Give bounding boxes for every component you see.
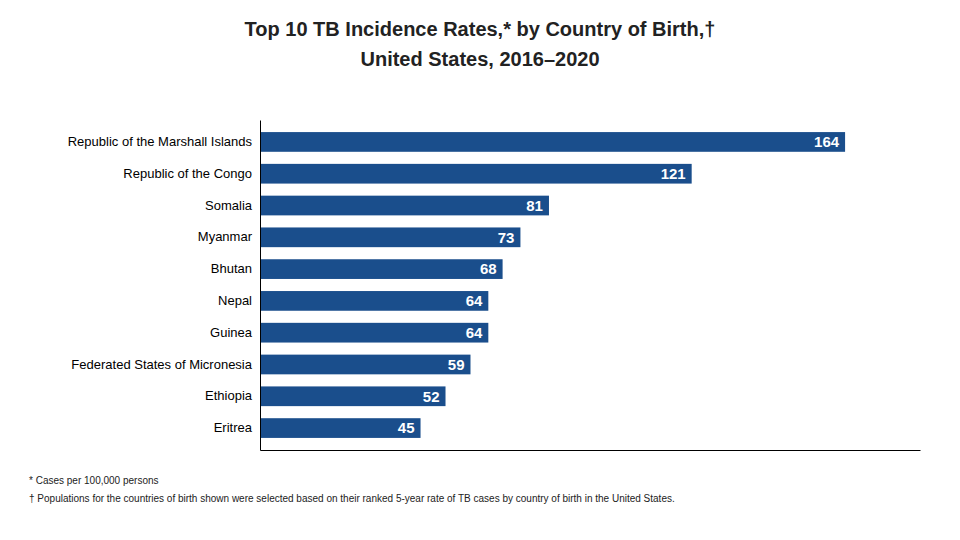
data-label: 68	[480, 260, 497, 277]
y-tick-label: Ethiopia	[205, 388, 253, 403]
y-tick-label: Eritrea	[214, 420, 253, 435]
y-axis-line	[260, 121, 261, 451]
data-label: 52	[423, 388, 440, 405]
data-label: 64	[466, 292, 483, 309]
y-tick: Bhutan	[211, 261, 260, 276]
bar	[260, 196, 549, 216]
y-tick: Republic of the Marshall Islands	[68, 134, 260, 149]
y-tick: Myanmar	[198, 229, 260, 244]
bar	[260, 386, 446, 406]
y-tick-label: Bhutan	[211, 261, 252, 276]
y-tick: Republic of the Congo	[123, 166, 260, 181]
y-tick-label: Somalia	[205, 198, 253, 213]
y-axis: Republic of the Marshall Islands Republic…	[68, 121, 261, 451]
bar	[260, 323, 488, 343]
footnote: † Populations for the countries of birth…	[29, 493, 675, 504]
data-label: 59	[448, 356, 465, 373]
y-tick: Guinea	[210, 325, 260, 340]
y-tick-label: Republic of the Marshall Islands	[68, 134, 253, 149]
x-axis	[261, 450, 921, 451]
bars	[260, 132, 845, 438]
footnotes: * Cases per 100,000 persons † Populations…	[29, 475, 675, 504]
y-tick: Federated States of Micronesia	[71, 357, 260, 372]
data-label: 81	[526, 197, 543, 214]
y-tick-label: Nepal	[218, 293, 252, 308]
y-tick-label: Guinea	[210, 325, 253, 340]
y-tick-label: Myanmar	[198, 229, 253, 244]
footnote: * Cases per 100,000 persons	[29, 475, 159, 486]
bar	[260, 418, 421, 438]
bar	[260, 132, 845, 152]
y-tick: Eritrea	[214, 420, 260, 435]
data-labels: 1641218173686464595245	[398, 133, 840, 436]
plot: 1641218173686464595245Republic of the Ma…	[68, 121, 921, 451]
title: Top 10 TB Incidence Rates,* by Country o…	[245, 18, 716, 40]
y-tick: Ethiopia	[205, 388, 260, 403]
data-label: 121	[661, 165, 686, 182]
y-tick-label: Republic of the Congo	[123, 166, 252, 181]
bar	[260, 227, 520, 247]
data-label: 64	[466, 324, 483, 341]
data-label: 45	[398, 419, 415, 436]
y-tick-label: Federated States of Micronesia	[71, 357, 252, 372]
bar	[260, 291, 488, 311]
chart: Top 10 TB Incidence Rates,* by Country o…	[0, 0, 960, 540]
y-tick: Somalia	[205, 198, 260, 213]
x-axis-line	[261, 450, 921, 451]
data-label: 164	[814, 133, 840, 150]
y-tick: Nepal	[218, 293, 260, 308]
bar	[260, 355, 470, 375]
bar	[260, 259, 503, 279]
data-label: 73	[498, 229, 515, 246]
bar	[260, 164, 692, 184]
subtitle: United States, 2016–2020	[360, 48, 599, 70]
